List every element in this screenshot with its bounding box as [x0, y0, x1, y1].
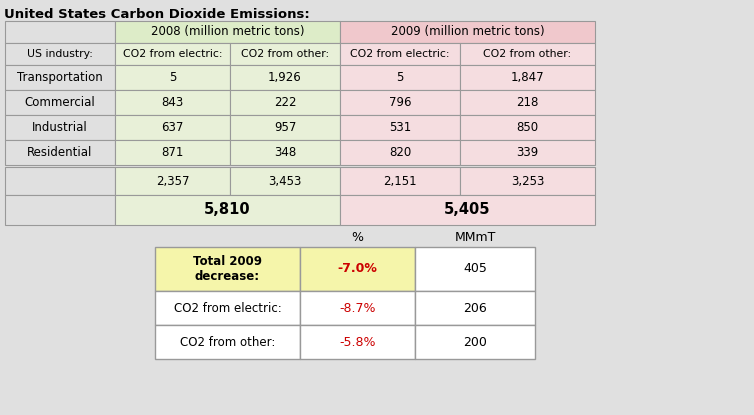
Bar [5, 167, 115, 195]
Text: CO2 from electric:: CO2 from electric: [351, 49, 449, 59]
Bar [155, 291, 300, 325]
Bar [115, 43, 230, 65]
Text: -8.7%: -8.7% [339, 302, 375, 315]
Text: 200: 200 [463, 335, 487, 349]
Bar [5, 115, 115, 140]
Text: CO2 from other:: CO2 from other: [241, 49, 329, 59]
Bar [115, 90, 230, 115]
Bar [115, 115, 230, 140]
Text: United States Carbon Dioxide Emissions:: United States Carbon Dioxide Emissions: [4, 8, 310, 21]
Bar [460, 140, 595, 165]
Text: 2009 (million metric tons): 2009 (million metric tons) [391, 25, 544, 39]
Text: 2,357: 2,357 [156, 174, 189, 188]
Bar [230, 65, 340, 90]
Bar [460, 90, 595, 115]
Text: 5: 5 [169, 71, 176, 84]
Bar [230, 140, 340, 165]
Text: %: % [351, 230, 363, 244]
Text: 850: 850 [516, 121, 538, 134]
Bar [300, 247, 415, 291]
Bar [300, 325, 415, 359]
Bar [5, 140, 115, 165]
Bar [340, 115, 460, 140]
Bar [460, 65, 595, 90]
Bar [115, 65, 230, 90]
Text: 820: 820 [389, 146, 411, 159]
Bar [230, 43, 340, 65]
Bar [115, 140, 230, 165]
Bar [230, 167, 340, 195]
Text: 3,253: 3,253 [510, 174, 544, 188]
Bar [340, 43, 460, 65]
Bar [460, 167, 595, 195]
Text: 531: 531 [389, 121, 411, 134]
Text: 5,405: 5,405 [444, 203, 491, 217]
Text: MMmT: MMmT [455, 230, 495, 244]
Text: CO2 from electric:: CO2 from electric: [123, 49, 222, 59]
Text: US industry:: US industry: [27, 49, 93, 59]
Text: 405: 405 [463, 263, 487, 276]
Bar [5, 43, 115, 65]
Text: Commercial: Commercial [25, 96, 95, 109]
Bar [340, 21, 595, 43]
Text: 957: 957 [274, 121, 296, 134]
Bar [5, 65, 115, 90]
Bar [230, 115, 340, 140]
Text: 222: 222 [274, 96, 296, 109]
Bar [155, 247, 300, 291]
Bar [115, 21, 340, 43]
Bar [5, 90, 115, 115]
Text: 3,453: 3,453 [268, 174, 302, 188]
Text: 348: 348 [274, 146, 296, 159]
Bar [230, 90, 340, 115]
Text: 871: 871 [161, 146, 184, 159]
Text: Industrial: Industrial [32, 121, 88, 134]
Bar [340, 195, 595, 225]
Text: 206: 206 [463, 302, 487, 315]
Text: 5,810: 5,810 [204, 203, 251, 217]
Text: -5.8%: -5.8% [339, 335, 375, 349]
Bar [340, 90, 460, 115]
Text: 2,151: 2,151 [383, 174, 417, 188]
Text: Residential: Residential [27, 146, 93, 159]
Bar [115, 195, 340, 225]
Text: 1,847: 1,847 [510, 71, 544, 84]
Bar [415, 325, 535, 359]
Bar [5, 21, 115, 43]
Bar [300, 291, 415, 325]
Bar [340, 140, 460, 165]
Bar [415, 291, 535, 325]
Text: Total 2009
decrease:: Total 2009 decrease: [193, 255, 262, 283]
Text: CO2 from electric:: CO2 from electric: [173, 302, 281, 315]
Text: 5: 5 [397, 71, 403, 84]
Text: 637: 637 [161, 121, 184, 134]
Bar [155, 325, 300, 359]
Text: 843: 843 [161, 96, 184, 109]
Bar [415, 247, 535, 291]
Text: CO2 from other:: CO2 from other: [483, 49, 572, 59]
Bar [340, 167, 460, 195]
Text: 2008 (million metric tons): 2008 (million metric tons) [151, 25, 305, 39]
Bar [460, 115, 595, 140]
Text: 339: 339 [516, 146, 538, 159]
Text: 796: 796 [389, 96, 411, 109]
Text: Transportation: Transportation [17, 71, 103, 84]
Bar [340, 65, 460, 90]
Text: 218: 218 [516, 96, 538, 109]
Bar [460, 43, 595, 65]
Text: CO2 from other:: CO2 from other: [179, 335, 275, 349]
Text: -7.0%: -7.0% [338, 263, 378, 276]
Text: 1,926: 1,926 [268, 71, 302, 84]
Bar [115, 167, 230, 195]
Bar [5, 195, 115, 225]
